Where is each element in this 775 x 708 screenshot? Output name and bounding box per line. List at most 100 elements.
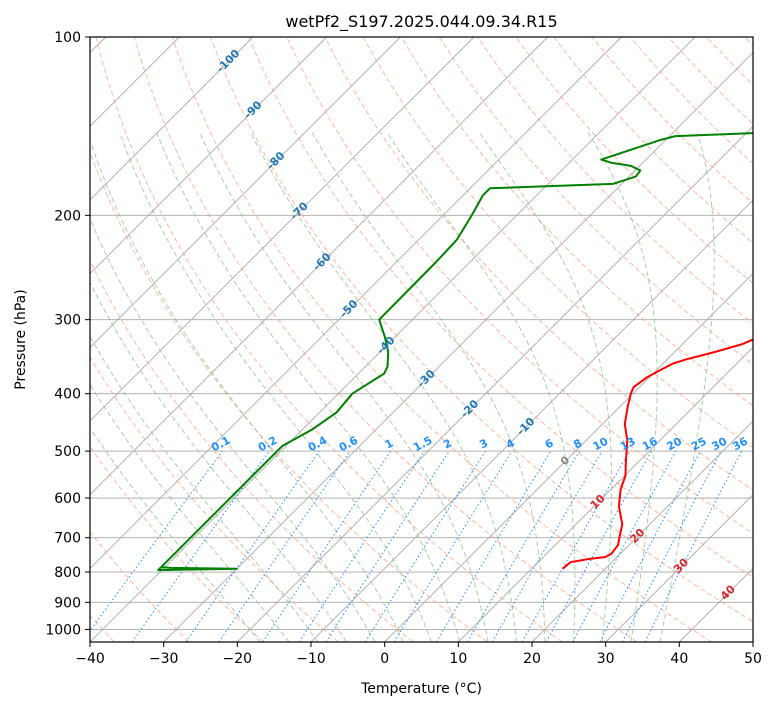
y-tick-label: 500	[54, 444, 81, 460]
mixing-ratio-line	[185, 450, 320, 642]
isotherm-line	[679, 567, 753, 642]
moist-adiabat	[90, 281, 347, 642]
dry-adiabat	[133, 37, 638, 642]
x-tick-label: 0	[380, 651, 389, 667]
x-tick-label: 10	[449, 651, 467, 667]
mixing-ratio-line	[435, 450, 552, 642]
dry-adiabat	[171, 37, 712, 642]
mixing-ratio-line	[644, 450, 743, 642]
mixing-ratio-label: 16	[640, 435, 660, 454]
mixing-ratio-label: 3	[477, 436, 490, 451]
mixing-ratio-label: 30	[710, 435, 730, 454]
moist-adiabat	[156, 132, 461, 642]
y-tick-label: 600	[54, 491, 81, 507]
x-tick-label: −20	[223, 651, 253, 667]
moist-adiabat	[90, 138, 404, 642]
moist-adiabat	[478, 132, 613, 642]
isotherm-label: -30	[415, 367, 438, 390]
moist-adiabat	[659, 132, 715, 642]
dry-adiabat	[90, 259, 414, 642]
moist-adiabat	[199, 132, 489, 642]
x-tick-label: −10	[296, 651, 326, 667]
isotherm-label: -40	[374, 334, 397, 357]
dry-adiabat	[248, 37, 753, 578]
mixing-ratio-label: 1	[383, 436, 396, 451]
isotherm-line	[310, 199, 753, 642]
dry-adiabat	[515, 37, 753, 284]
moist-adiabat	[119, 132, 432, 642]
mixing-ratio-line	[572, 450, 677, 642]
plot-frame	[89, 36, 754, 643]
isotherm-label: -70	[288, 199, 311, 222]
x-axis-label: Temperature (°C)	[360, 681, 482, 697]
isotherm-label: -90	[241, 98, 264, 121]
isotherm-line	[90, 37, 696, 642]
y-tick-label: 100	[54, 30, 81, 46]
y-tick-label: 1000	[45, 622, 81, 638]
y-tick-label: 200	[54, 208, 81, 224]
mixing-ratio-line	[325, 450, 450, 642]
mixing-ratio-line	[545, 450, 653, 642]
mixing-ratio-label: 2	[441, 436, 454, 451]
isotherm-line	[752, 641, 753, 642]
isotherm-line	[237, 125, 753, 642]
y-tick-label: 800	[54, 565, 81, 581]
isotherm-label: 40	[718, 582, 738, 602]
isotherm-label: 10	[588, 492, 608, 512]
y-axis-label: Pressure (hPa)	[13, 289, 29, 389]
isotherm-label: -50	[337, 297, 360, 320]
isotherm-label: -100	[214, 47, 243, 76]
isotherm-line	[90, 37, 254, 201]
dry-adiabat	[668, 37, 753, 125]
y-tick-label: 700	[54, 531, 81, 547]
mixing-ratio-line	[90, 450, 223, 632]
isotherm-label: -80	[264, 149, 287, 172]
dry-adiabat	[439, 37, 753, 366]
x-tick-label: 40	[670, 651, 688, 667]
dry-adiabat	[90, 531, 190, 642]
mixing-ratio-line	[298, 450, 425, 642]
moist-adiabat	[90, 217, 376, 642]
dry-adiabat	[591, 37, 753, 204]
moist-adiabat	[311, 132, 546, 642]
temperature-profile-line	[561, 338, 753, 570]
dry-adiabat	[90, 356, 339, 642]
dry-adiabat	[324, 37, 753, 491]
chart-title: wetPf2_S197.2025.044.09.34.R15	[285, 12, 557, 32]
x-axis-ticks: −40 −30 −20 −10 0 10 20 30 40 50	[75, 642, 762, 667]
mixing-ratio-line	[131, 450, 270, 642]
x-tick-label: −40	[75, 651, 105, 667]
mixing-ratio-line	[621, 450, 722, 642]
mixing-ratio-line	[521, 450, 630, 642]
background-lines	[90, 37, 753, 642]
isotherm-label: -10	[514, 415, 537, 438]
isotherm-line	[90, 37, 622, 569]
isotherm-label: -60	[310, 250, 333, 273]
y-tick-label: 400	[54, 387, 81, 403]
mixing-ratio-label: 25	[689, 435, 709, 454]
dry-adiabat	[90, 445, 264, 642]
moist-adiabat	[90, 383, 290, 642]
dry-adiabat	[744, 37, 753, 47]
dry-adiabat	[95, 37, 563, 642]
isotherm-line	[605, 494, 753, 642]
isotherm-line	[90, 37, 401, 348]
y-tick-label: 300	[54, 313, 81, 329]
x-tick-label: 50	[744, 651, 762, 667]
x-tick-label: 30	[597, 651, 615, 667]
isotherm-line	[90, 37, 475, 422]
mixing-ratio-line	[262, 450, 392, 642]
mixing-ratio-label: 36	[730, 435, 750, 454]
mixing-ratio-label: 6	[543, 436, 556, 451]
isotherm-label: -20	[458, 397, 481, 420]
moist-adiabat	[250, 132, 517, 642]
mixing-ratio-line	[393, 450, 513, 642]
dry-adiabat	[477, 37, 753, 325]
mixing-ratio-line	[599, 450, 701, 642]
dry-adiabat	[400, 37, 753, 407]
isotherm-label: 30	[671, 556, 691, 576]
line-labels: 0.1 0.2 0.4 0.6 1 1.5 2 3 4 6 8 10 13 16 20 25 30 36-100-…	[209, 47, 750, 603]
moist-adiabat	[90, 427, 261, 642]
y-tick-label: 900	[54, 595, 81, 611]
